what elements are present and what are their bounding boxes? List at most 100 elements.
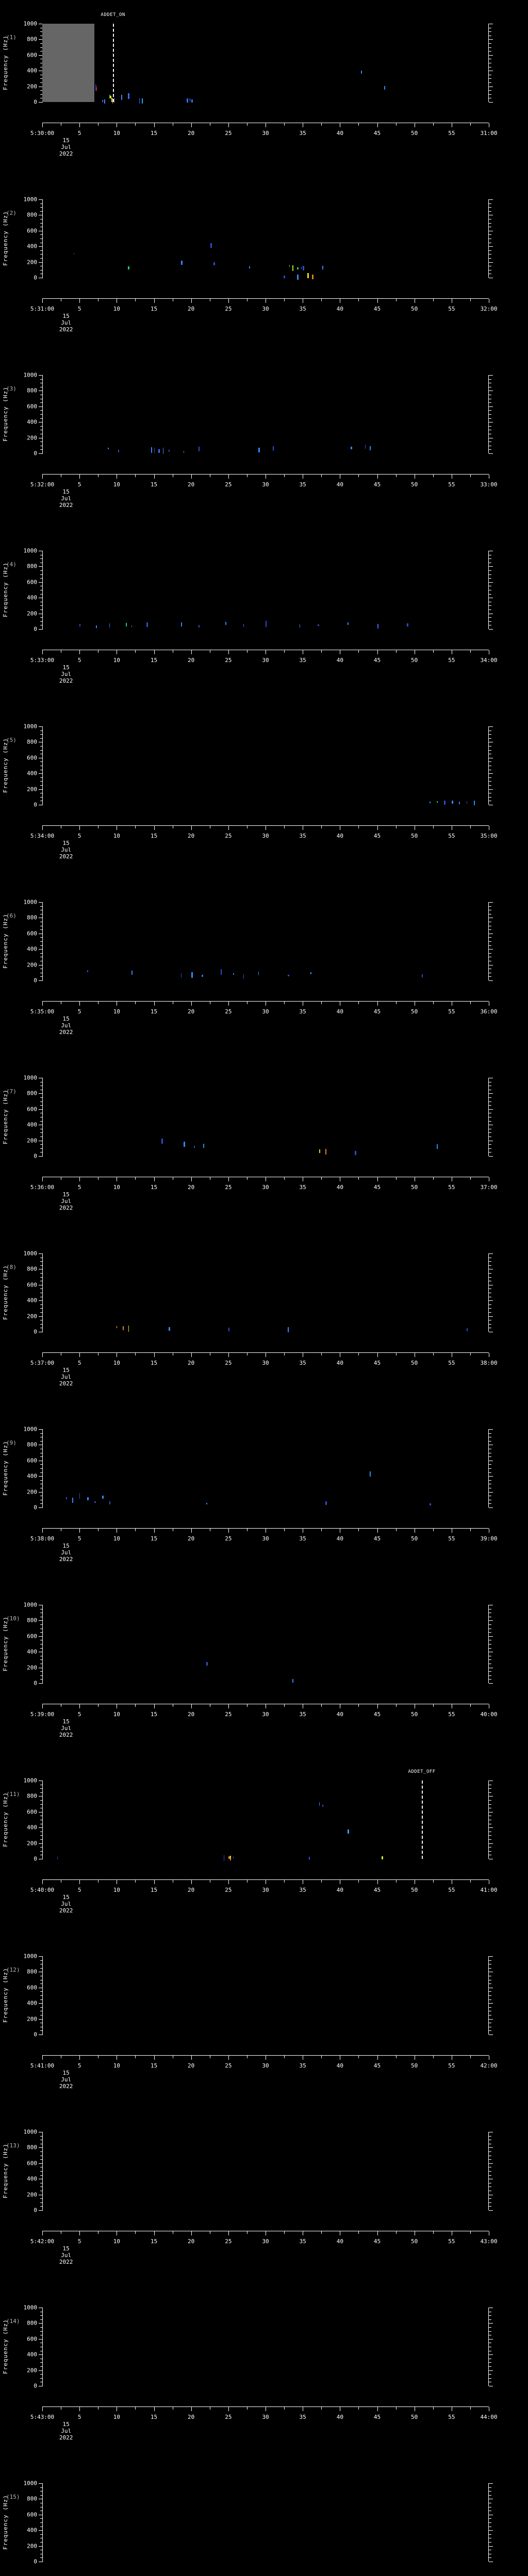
x-tick xyxy=(377,1880,378,1884)
x-tick-label: 55 xyxy=(448,2414,455,2420)
x-tick xyxy=(284,1177,285,1180)
detection-mark xyxy=(225,622,226,625)
x-tick-label: 35 xyxy=(300,657,306,664)
x-tick xyxy=(247,1177,248,1180)
detection-mark xyxy=(297,267,299,269)
x-tick-label: 5 xyxy=(78,1008,81,1015)
y-tick-label: 600 xyxy=(27,2335,37,2342)
x-tick xyxy=(191,474,192,479)
x-tick xyxy=(358,1529,359,1531)
y-tick-right xyxy=(489,980,493,981)
x-tick-label: 15 xyxy=(151,1008,157,1015)
x-tick xyxy=(135,1704,136,1707)
x-tick-label: 20 xyxy=(188,2414,194,2420)
x-tick-label: 50 xyxy=(411,2062,418,2069)
y-tick-right xyxy=(489,1835,491,1836)
y-tick-label: 200 xyxy=(27,961,37,968)
y-tick-right xyxy=(489,1109,493,1110)
x-tick xyxy=(247,1704,248,1707)
y-tick-label: 800 xyxy=(27,1442,37,1448)
x-axis xyxy=(42,298,489,299)
x-tick xyxy=(191,2231,192,2235)
x-tick-label: 25 xyxy=(225,130,232,137)
y-tick-label: 600 xyxy=(27,1808,37,1815)
x-tick xyxy=(247,1353,248,1355)
y-tick-label: 800 xyxy=(27,739,37,745)
x-tick xyxy=(228,1880,229,1884)
x-tick xyxy=(79,1529,80,1533)
x-tick-label: 20 xyxy=(188,1184,194,1191)
x-tick xyxy=(321,2056,322,2058)
y-tick-label: 600 xyxy=(27,1281,37,1288)
x-tick xyxy=(433,1353,434,1355)
x-tick xyxy=(154,650,155,654)
detection-mark xyxy=(126,623,127,626)
x-tick xyxy=(42,1002,43,1006)
x-tick-label: 40 xyxy=(337,1887,343,1893)
date-line: 2022 xyxy=(59,1029,73,1036)
x-tick-label: 25 xyxy=(225,2414,232,2420)
y-tick-label: 0 xyxy=(34,2207,37,2214)
y-tick-right xyxy=(489,1144,491,1145)
y-tick-right xyxy=(489,1101,491,1102)
x-tick xyxy=(79,1353,80,1357)
x-tick xyxy=(284,650,285,653)
y-tick-label: 200 xyxy=(27,786,37,792)
x-tick xyxy=(135,2407,136,2410)
x-tick xyxy=(396,2056,397,2058)
y-tick-right xyxy=(489,761,491,762)
x-tick xyxy=(396,1002,397,1004)
x-tick xyxy=(433,2056,434,2058)
x-tick-label: 5 xyxy=(78,2414,81,2420)
x-tick xyxy=(284,2407,285,2410)
y-tick-label: 400 xyxy=(27,946,37,953)
x-tick xyxy=(247,1002,248,1004)
date-line: 2022 xyxy=(59,1907,73,1914)
x-tick-label: 10 xyxy=(113,1711,120,1718)
y-tick-label: 800 xyxy=(27,212,37,218)
y-tick-label: 800 xyxy=(27,1617,37,1624)
y-tick-right xyxy=(489,2159,491,2160)
x-tick-label-start: 5:40:00 xyxy=(30,1887,54,1893)
y-tick xyxy=(39,1156,43,1157)
x-tick-label: 15 xyxy=(151,130,157,137)
x-tick xyxy=(247,2407,248,2410)
detection-mark xyxy=(430,802,431,803)
x-tick xyxy=(135,650,136,653)
spectrogram-panel: Frequency (Hz) (6) 0 200 400 600 800 1000 5:35:0… xyxy=(0,878,528,1054)
detection-mark xyxy=(194,1146,195,1148)
x-tick-label: 20 xyxy=(188,2238,194,2245)
x-tick-label: 10 xyxy=(113,481,120,488)
detection-mark xyxy=(361,71,362,74)
x-tick-label: 20 xyxy=(188,833,194,839)
y-tick-right xyxy=(489,1644,491,1645)
date-line: Jul xyxy=(59,495,73,502)
x-tick-label: 30 xyxy=(262,481,269,488)
y-tick-right xyxy=(489,2003,493,2004)
x-tick xyxy=(191,1353,192,1357)
x-tick xyxy=(247,123,248,126)
x-tick-label-start: 5:32:00 xyxy=(30,481,54,488)
y-tick-right xyxy=(489,2331,491,2332)
x-tick xyxy=(135,2056,136,2058)
y-tick-right xyxy=(489,2202,491,2203)
x-tick xyxy=(321,299,322,301)
y-tick-right xyxy=(489,746,491,747)
x-tick-label: 15 xyxy=(151,306,157,312)
x-tick xyxy=(433,1529,434,1531)
y-tick-right xyxy=(489,2210,493,2211)
x-tick xyxy=(79,474,80,479)
x-tick xyxy=(396,826,397,828)
detection-mark xyxy=(258,972,259,975)
x-tick xyxy=(396,650,397,653)
x-tick-label-start: 5:39:00 xyxy=(30,1711,54,1718)
detection-mark xyxy=(128,1326,129,1332)
x-tick xyxy=(321,123,322,126)
x-tick-label-start: 5:31:00 xyxy=(30,306,54,312)
x-tick-label: 5 xyxy=(78,1535,81,1542)
y-tick-right xyxy=(489,1316,493,1317)
x-tick-label: 10 xyxy=(113,1184,120,1191)
y-tick-label: 0 xyxy=(34,2558,37,2565)
x-tick xyxy=(470,1353,471,1355)
y-tick xyxy=(39,2210,43,2211)
